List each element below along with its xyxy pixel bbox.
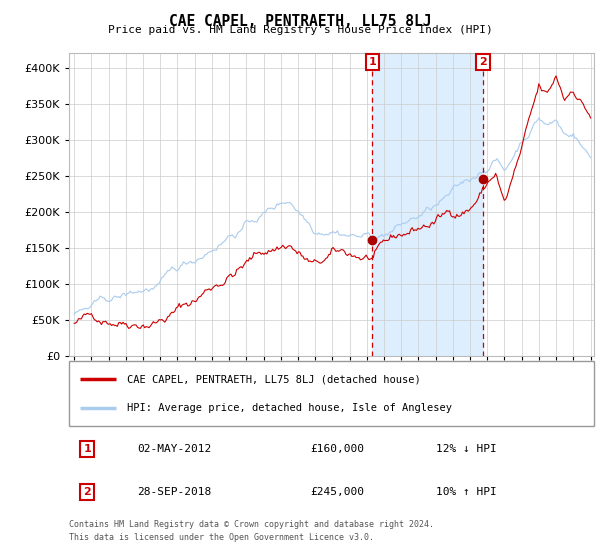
Text: 1: 1 (368, 57, 376, 67)
Text: CAE CAPEL, PENTRAETH, LL75 8LJ (detached house): CAE CAPEL, PENTRAETH, LL75 8LJ (detached… (127, 374, 421, 384)
Text: This data is licensed under the Open Government Licence v3.0.: This data is licensed under the Open Gov… (69, 533, 374, 542)
Text: 1: 1 (83, 444, 91, 454)
Text: £245,000: £245,000 (311, 487, 365, 497)
Text: 2: 2 (479, 57, 487, 67)
Text: Price paid vs. HM Land Registry's House Price Index (HPI): Price paid vs. HM Land Registry's House … (107, 25, 493, 35)
Text: Contains HM Land Registry data © Crown copyright and database right 2024.: Contains HM Land Registry data © Crown c… (69, 520, 434, 529)
FancyBboxPatch shape (69, 361, 594, 426)
Text: HPI: Average price, detached house, Isle of Anglesey: HPI: Average price, detached house, Isle… (127, 403, 452, 413)
Text: 28-SEP-2018: 28-SEP-2018 (137, 487, 212, 497)
Text: 2: 2 (83, 487, 91, 497)
Text: 02-MAY-2012: 02-MAY-2012 (137, 444, 212, 454)
Text: CAE CAPEL, PENTRAETH, LL75 8LJ: CAE CAPEL, PENTRAETH, LL75 8LJ (169, 14, 431, 29)
Text: £160,000: £160,000 (311, 444, 365, 454)
Text: 12% ↓ HPI: 12% ↓ HPI (437, 444, 497, 454)
Bar (373, 53, 483, 356)
Text: 10% ↑ HPI: 10% ↑ HPI (437, 487, 497, 497)
